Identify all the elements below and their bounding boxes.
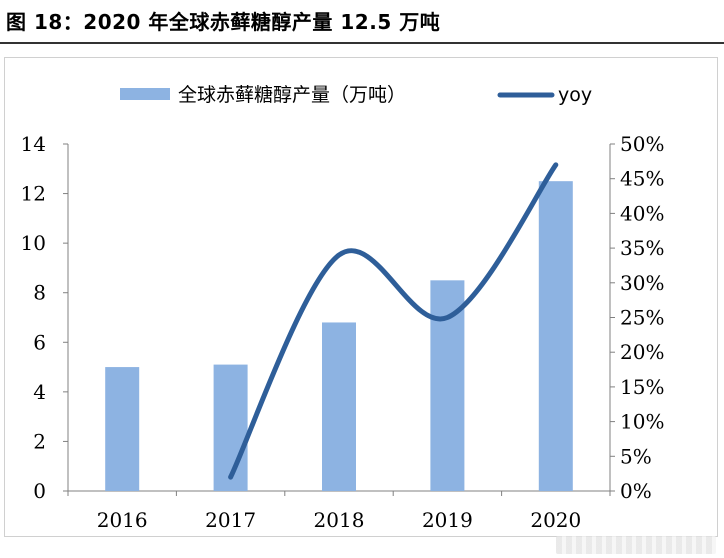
right-axis-tick-label: 50%	[620, 132, 664, 156]
right-axis-tick-label: 25%	[620, 306, 664, 330]
bar-production	[105, 367, 140, 491]
right-axis-tick-label: 20%	[620, 340, 664, 364]
chart-frame	[4, 57, 718, 537]
x-axis-tick-label: 2019	[422, 508, 473, 532]
x-axis-tick-label: 2018	[314, 508, 365, 532]
x-axis-tick-label: 2017	[205, 508, 256, 532]
watermark-blur	[556, 536, 716, 554]
yoy-line-layer	[228, 162, 559, 480]
right-axis-tick-label: 35%	[620, 236, 664, 260]
legend: 全球赤藓糖醇产量（万吨） yoy	[120, 84, 592, 106]
bar-production	[538, 181, 573, 491]
right-axis-tick-label: 15%	[620, 375, 664, 399]
bar-production	[213, 364, 248, 491]
right-axis-tick-label: 30%	[620, 271, 664, 295]
left-axis-tick-label: 4	[33, 380, 46, 404]
left-axis-tick-label: 6	[33, 330, 46, 354]
left-axis-tick-label: 0	[33, 479, 46, 503]
legend-line-label: yoy	[558, 84, 592, 106]
x-axis-tick-label: 2016	[97, 508, 148, 532]
left-axis-tick-label: 14	[21, 132, 46, 156]
axes: 0 2 4 6 8 10 12 14 0% 5% 10% 15% 20% 25% 30% 35% 40% 45% 5…	[21, 132, 665, 532]
yoy-line	[228, 162, 559, 480]
bars	[105, 181, 573, 491]
right-axis-tick-label: 10%	[620, 410, 664, 434]
legend-bar-label: 全球赤藓糖醇产量（万吨）	[178, 84, 406, 106]
right-axis-tick-label: 5%	[620, 444, 652, 468]
bar-production	[322, 322, 356, 491]
right-axis-tick-label: 40%	[620, 201, 664, 225]
right-axis-tick-label: 0%	[620, 479, 652, 503]
x-axis-tick-label: 2020	[530, 508, 581, 532]
figure-title: 图 18：2020 年全球赤藓糖醇产量 12.5 万吨	[6, 10, 441, 34]
left-axis-tick-label: 10	[21, 231, 46, 255]
left-axis-tick-label: 12	[21, 182, 46, 206]
title-divider	[0, 42, 724, 44]
left-axis-tick-label: 8	[33, 281, 46, 305]
right-axis-tick-label: 45%	[620, 167, 664, 191]
legend-bar-swatch	[120, 88, 170, 100]
left-axis-tick-label: 2	[33, 429, 46, 453]
